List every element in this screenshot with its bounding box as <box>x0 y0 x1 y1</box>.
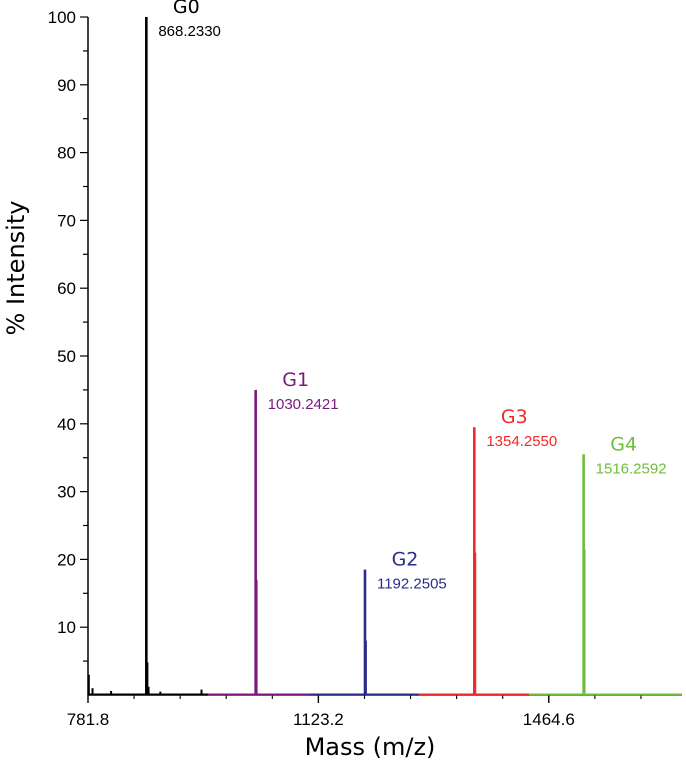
y-tick-label: 100 <box>48 8 76 27</box>
peak-labels: G0 868.2330 G1 1030.2421 G2 1192.2505 G3 1354.2… <box>158 0 666 593</box>
x-tick-label: 1464.6 <box>523 710 575 729</box>
peak-mass-label: 1030.2421 <box>268 396 339 413</box>
peak-name-label: G2 <box>392 549 419 571</box>
x-tick-label: 1123.2 <box>293 710 344 729</box>
y-tick-label: 80 <box>57 144 76 163</box>
x-axis-title: Mass (m/z) <box>305 733 436 761</box>
y-tick-label: 60 <box>57 279 76 298</box>
peak-name-label: G1 <box>282 369 309 391</box>
y-tick-label: 30 <box>57 483 76 502</box>
y-axis-title: % Intensity <box>2 201 30 336</box>
y-tick-label: 10 <box>57 618 76 637</box>
y-tick-label: 40 <box>57 415 76 434</box>
y-tick-label: 20 <box>57 550 76 569</box>
y-tick-label: 90 <box>57 76 76 95</box>
axes: 10 20 30 40 50 60 70 80 90 100 781.8 1123.2 1464.6 <box>48 8 682 729</box>
peak-mass-label: 1516.2592 <box>596 460 667 477</box>
peak-mass-label: 1354.2550 <box>486 433 557 450</box>
y-tick-label: 70 <box>57 211 76 230</box>
x-tick-label: 781.8 <box>67 710 110 729</box>
peak-mass-label: 868.2330 <box>158 23 221 40</box>
minor-peaks <box>87 549 586 695</box>
peak-mass-label: 1192.2505 <box>377 576 447 593</box>
peak-name-label: G0 <box>173 0 200 18</box>
peak-name-label: G4 <box>610 433 637 455</box>
peaks <box>145 17 585 695</box>
peak-name-label: G3 <box>501 406 528 428</box>
y-tick-label: 50 <box>57 347 76 366</box>
